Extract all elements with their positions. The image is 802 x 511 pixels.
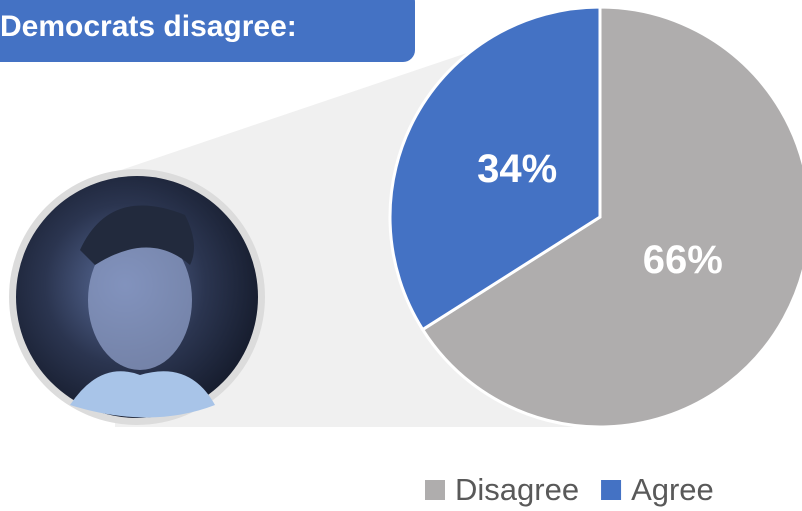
chart-title: Democrats disagree: xyxy=(0,10,297,43)
value-label: 34% xyxy=(477,147,557,191)
pie xyxy=(388,5,802,429)
legend-label: Agree xyxy=(631,472,714,507)
legend-label: Disagree xyxy=(455,472,579,507)
value-label: 66% xyxy=(643,238,723,282)
legend-swatch xyxy=(425,480,445,500)
pie-slice xyxy=(388,5,602,332)
title-box xyxy=(0,0,415,62)
photo xyxy=(9,169,265,425)
pie-slice xyxy=(420,5,802,429)
legend-swatch xyxy=(601,480,622,500)
